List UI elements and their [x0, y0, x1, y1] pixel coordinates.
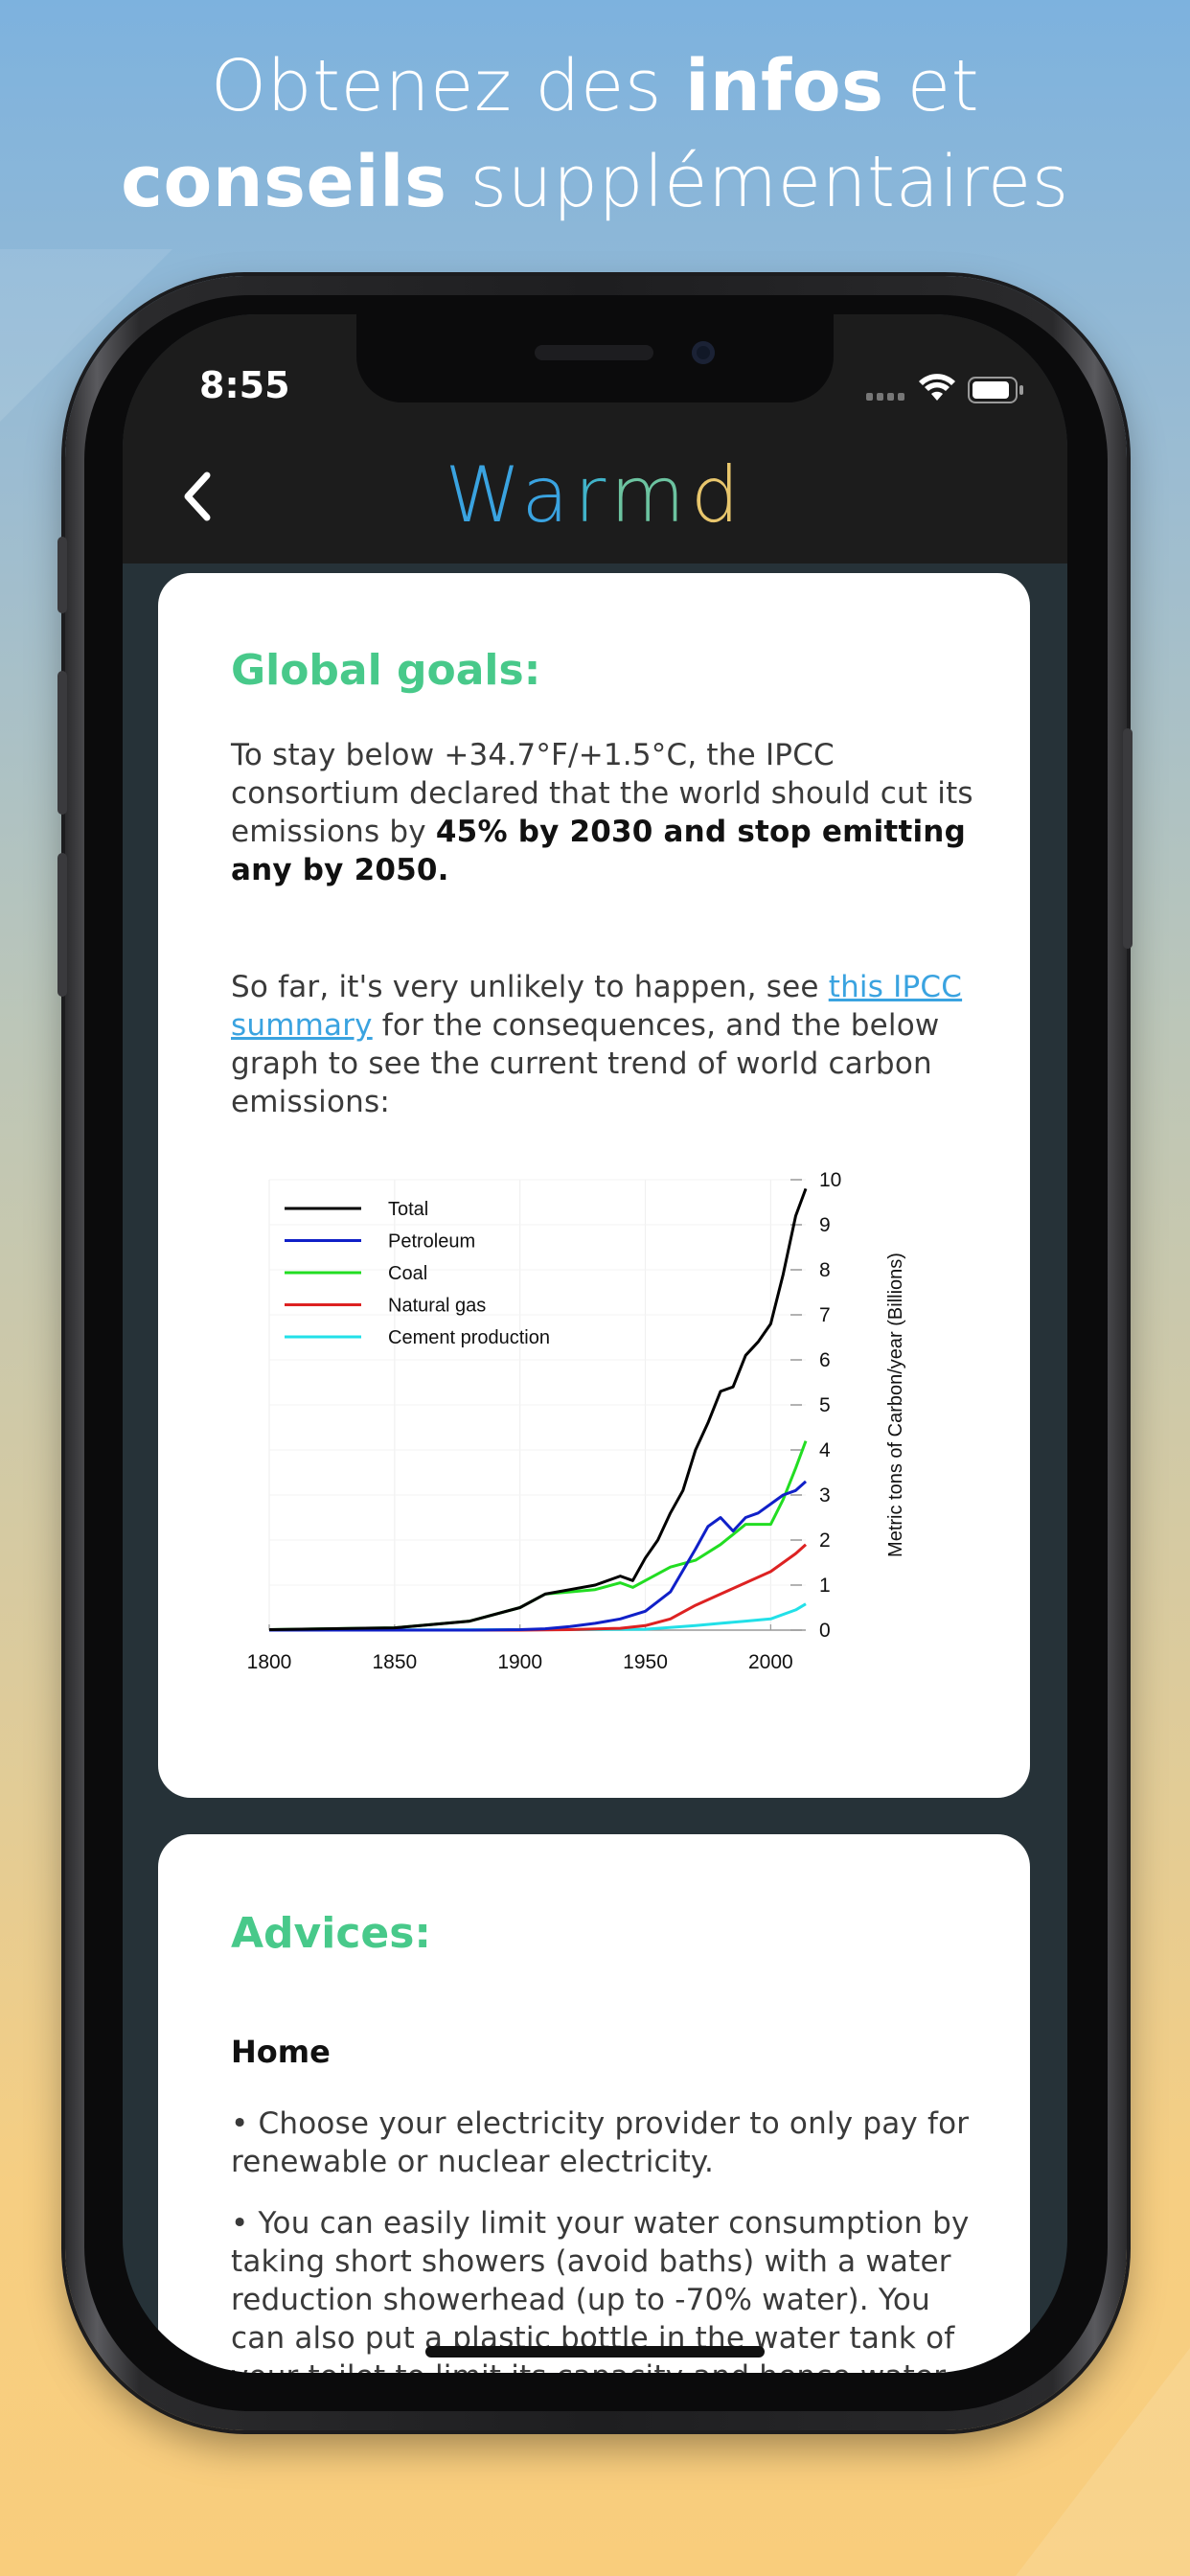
series-line-cement-production — [268, 1602, 807, 1632]
phone-screen: 8:55 Warmd Global goals: To stay below +… — [123, 314, 1067, 2373]
y-tick-label: 1 — [819, 1575, 831, 1597]
subsection-title: Home — [231, 2034, 331, 2070]
legend-label: Cement production — [388, 1327, 550, 1348]
y-tick-label: 7 — [819, 1304, 831, 1326]
chevron-left-icon[interactable] — [171, 468, 228, 525]
series-line-total — [268, 1187, 808, 1631]
power-button — [1123, 728, 1133, 949]
y-tick-label: 8 — [819, 1259, 831, 1281]
goals-paragraph: To stay below +34.7°F/+1.5°C, the IPCC c… — [231, 738, 973, 887]
legend-label: Petroleum — [388, 1231, 475, 1253]
x-tick-label: 2000 — [748, 1651, 793, 1673]
legend-label: Coal — [388, 1263, 427, 1284]
app-logo: Warmd — [123, 450, 1067, 540]
y-tick-label: 6 — [819, 1349, 831, 1371]
volume-up-button — [57, 671, 67, 815]
series-line-petroleum — [269, 1480, 808, 1632]
speaker-grille — [535, 345, 653, 360]
x-tick-label: 1950 — [623, 1651, 668, 1673]
brand-letter: W — [445, 450, 522, 540]
advice-item: • You can easily limit your water consum… — [231, 2206, 970, 2373]
cellular-signal-icon — [866, 393, 904, 401]
y-tick-label: 0 — [819, 1620, 831, 1642]
series-line-coal — [268, 1440, 808, 1631]
x-tick-label: 1850 — [372, 1651, 417, 1673]
y-tick-label: 5 — [819, 1394, 831, 1416]
brand-letter: d — [690, 450, 745, 540]
legend-label: Natural gas — [388, 1296, 486, 1317]
y-tick-label: 9 — [819, 1214, 831, 1236]
status-time: 8:55 — [199, 364, 290, 406]
y-tick-label: 10 — [819, 1169, 841, 1191]
battery-icon — [968, 377, 1023, 403]
y-tick-label: 3 — [819, 1484, 831, 1506]
nav-bar: Warmd — [123, 429, 1067, 564]
brand-letter: r — [574, 450, 610, 540]
advices-card: Advices: Home • Choose your electricity … — [158, 1834, 1030, 2373]
series-line-natural-gas — [269, 1543, 808, 1632]
y-tick-label: 2 — [819, 1530, 831, 1552]
emissions-chart: 1800 1850 1900 1950 2000 0 1 2 3 4 5 6 7 8 9 10 Metric t… — [247, 1169, 906, 1673]
brand-letter: a — [521, 450, 575, 540]
front-camera — [692, 341, 715, 364]
wifi-icon — [919, 374, 955, 401]
legend-label: Total — [388, 1199, 428, 1220]
mute-switch — [57, 537, 67, 613]
phone-notch — [356, 314, 834, 402]
hero-headline: Obtenez des infos et conseils supplément… — [121, 45, 1069, 223]
x-tick-label: 1800 — [247, 1651, 292, 1673]
ipcc-summary-link[interactable]: this IPCC summary — [231, 970, 963, 1043]
volume-down-button — [57, 853, 67, 997]
advice-item: • Choose your electricity provider to on… — [231, 2106, 970, 2179]
section-title: Advices: — [231, 1909, 432, 1958]
y-tick-label: 4 — [819, 1439, 831, 1461]
global-goals-card: Global goals: To stay below +34.7°F/+1.5… — [158, 573, 1030, 1798]
trend-paragraph: So far, it's very unlikely to happen, se… — [231, 970, 963, 1119]
section-title: Global goals: — [231, 646, 541, 695]
y-axis-label: Metric tons of Carbon/year (Billions) — [885, 1253, 906, 1557]
brand-letter: m — [609, 450, 691, 540]
x-tick-label: 1900 — [497, 1651, 542, 1673]
home-indicator[interactable] — [425, 2346, 765, 2358]
